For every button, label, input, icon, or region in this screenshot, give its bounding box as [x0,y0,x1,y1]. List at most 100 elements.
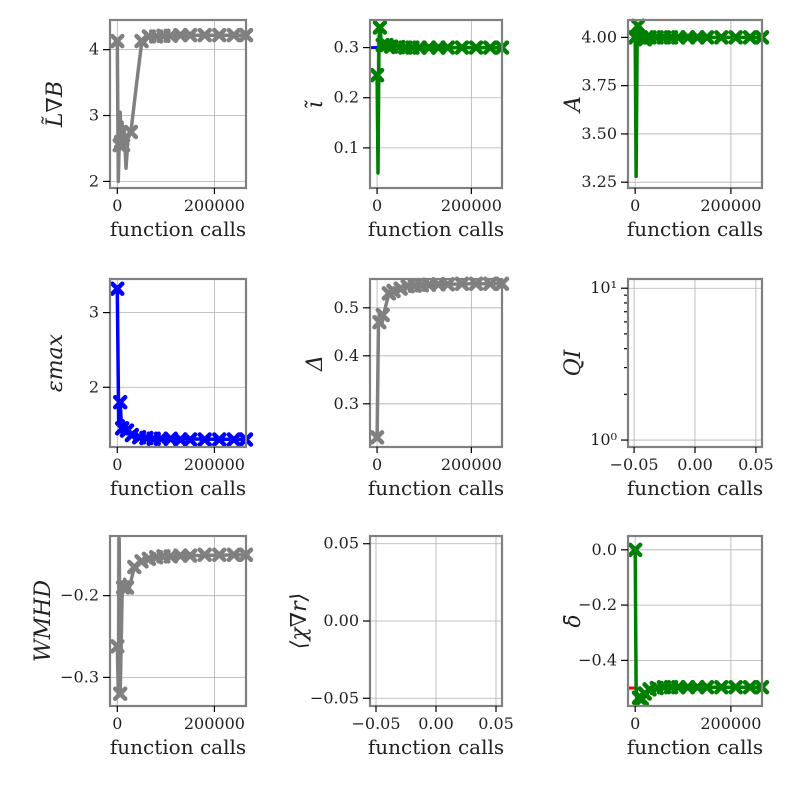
data-point-marker [110,639,125,654]
data-point-marker [212,547,227,563]
y-tick-label: 0.05 [323,534,359,553]
axes-frame [626,18,764,190]
axes-frame [368,277,504,449]
data-point-marker [182,548,198,563]
data-point-marker [110,281,125,296]
data-point-marker [728,30,743,45]
x-tick-label: 0 [630,196,640,215]
x-axis-label: function calls [627,476,763,500]
panel-aspect-ratio: 0 200000 3.25 3.50 3.75 4.00 function calls A [561,18,770,241]
data-point-marker [375,307,390,323]
y-axis-label: A [561,96,586,114]
data-point-marker [454,40,470,55]
x-tick-label: 200000 [184,455,245,474]
x-axis-label: function calls [368,735,504,759]
data-point-marker [110,33,125,49]
panel-iota: 0 200000 0.1 0.2 0.3 function calls ι̃ [303,18,510,241]
panel-delta-bar: 0 200000 −0.4 −0.2 0.0 function calls δ̄ [561,534,770,759]
x-tick-label: 200000 [184,196,245,215]
x-tick-label: 0 [112,455,122,474]
y-tick-label: −0.4 [578,650,617,669]
data-point-marker [742,30,758,45]
y-tick-label: 0.2 [334,88,359,107]
data-point-marker [182,432,198,447]
y-axis-label: L̃∇B [42,81,68,128]
y-tick-label: 3 [89,303,99,322]
data-point-marker [226,432,242,447]
panel-eps-max: 0 200000 2 3 function calls εmax [43,277,254,500]
y-tick-label: 0.1 [334,138,359,157]
y-tick-label: 0.5 [334,298,359,317]
x-tick-label: 0.00 [418,714,454,733]
series-line [633,549,762,701]
x-axis-label: function calls [627,217,763,241]
x-tick-label: −0.05 [610,455,659,474]
x-tick-label: 200000 [700,714,761,733]
data-point-marker [123,124,139,140]
data-point-marker [197,547,212,563]
data-point-marker [728,679,743,695]
y-tick-label: 0.4 [334,346,359,365]
axes-frame [108,18,248,190]
x-tick-label: 200000 [700,196,761,215]
data-point-marker [714,679,729,695]
data-point-marker [226,27,242,43]
y-tick-label: 2 [89,171,99,190]
y-tick-label: −0.3 [60,667,99,686]
x-tick-label: 0.05 [478,714,514,733]
data-point-marker [440,40,456,55]
data-point-marker [440,277,456,292]
panel-w-mhd: 0 200000 −0.3 −0.2 function calls WMHD [31,534,254,759]
x-tick-label: 200000 [441,196,502,215]
x-tick-label: 0.00 [677,455,713,474]
data-point-marker [197,432,212,447]
panel-l-grad-b: 0 200000 2 3 4 function calls L̃∇B [42,18,254,241]
y-axis-label: QI [561,348,586,376]
y-axis-label: WMHD [31,580,56,662]
data-point-marker [468,40,484,55]
y-axis-label: δ̄ [561,614,586,627]
y-tick-label: 10¹ [590,278,617,297]
y-tick-label: 2 [89,377,99,396]
data-point-marker [226,547,242,563]
y-tick-label: 3 [89,106,99,125]
series-line [115,33,246,184]
y-axis-label: ⟨χ∇r⟩ [287,593,312,649]
x-tick-label: 0 [372,196,382,215]
y-tick-label: −0.05 [310,688,359,707]
x-tick-label: 0 [112,196,122,215]
y-tick-label: 3.25 [581,172,617,191]
y-axis-label: Δ [303,355,328,372]
x-axis-label: function calls [110,735,246,759]
x-tick-label: 0.05 [738,455,774,474]
axes-frame [368,18,504,190]
data-point-marker [454,276,470,292]
y-tick-label: 4.00 [581,27,617,46]
data-point-marker [115,137,131,153]
panel-delta: 0 200000 0.3 0.4 0.5 function calls Δ [303,276,510,500]
data-point-marker [468,276,484,292]
x-axis-label: function calls [368,476,504,500]
data-point-marker [742,679,758,695]
x-axis-label: function calls [110,476,246,500]
axes-frame [108,534,248,708]
x-axis-label: function calls [627,735,763,759]
y-tick-label: 10⁰ [590,430,617,449]
y-tick-label: 4 [89,40,99,59]
data-point-marker [112,394,128,410]
data-point-marker [182,27,198,43]
data-point-marker [627,542,643,558]
data-point-marker [369,67,385,83]
panel-qi: −0.05 0.00 0.05 10⁰ 10¹ function calls QI [561,277,774,500]
data-point-marker [630,18,646,34]
y-tick-label: −0.2 [578,595,617,614]
y-axis-label: ι̃ [303,100,328,109]
data-point-marker [482,276,498,292]
y-tick-label: 0.0 [592,540,617,559]
data-point-marker [482,40,498,55]
y-tick-label: 0.3 [334,394,359,413]
series-line [633,24,762,179]
axes-frame [626,534,764,708]
data-point-marker [197,27,212,43]
